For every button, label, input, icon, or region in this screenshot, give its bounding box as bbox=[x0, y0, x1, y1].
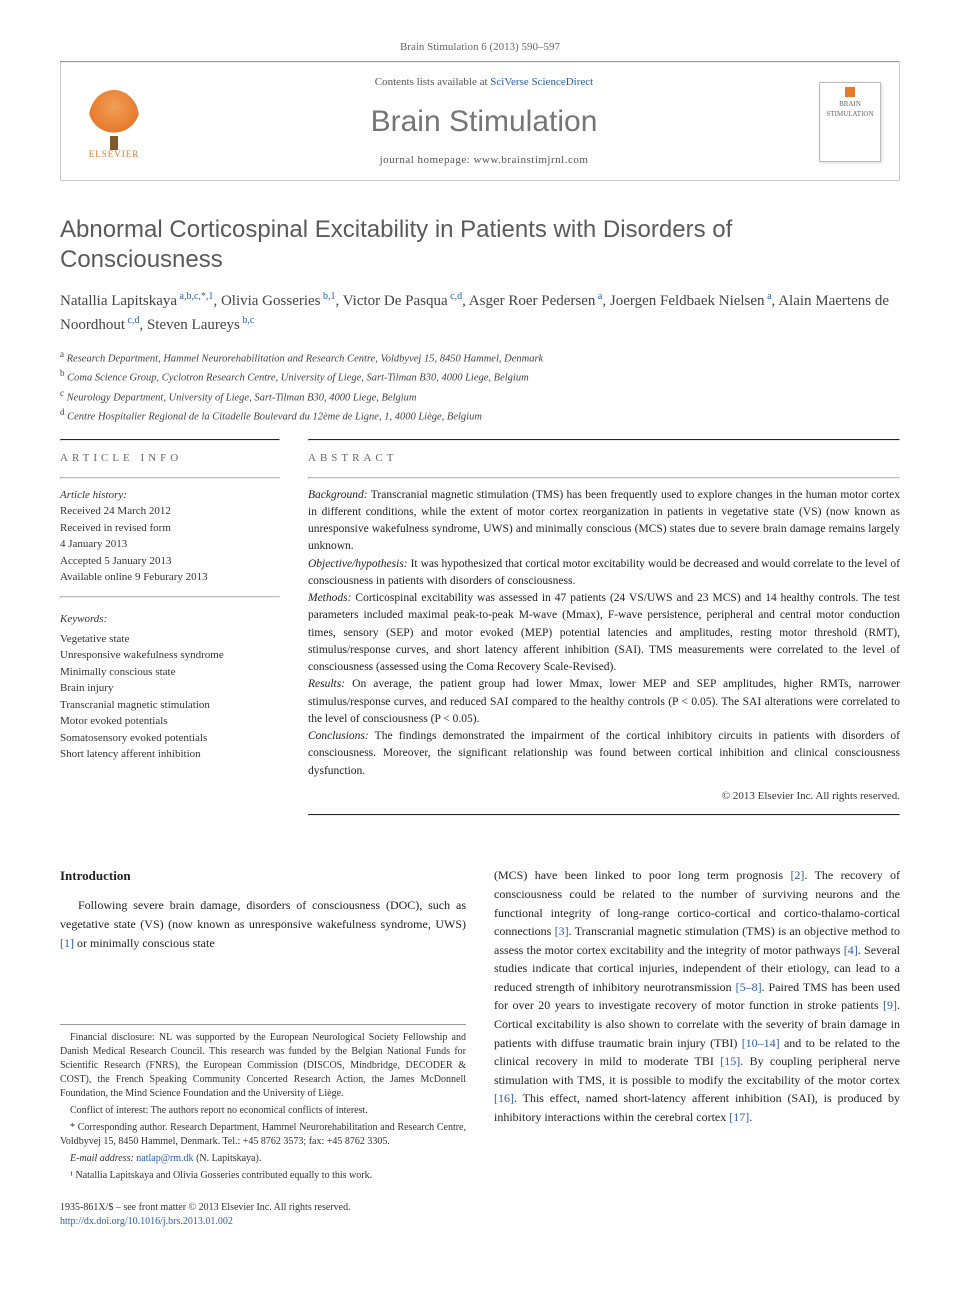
abstract-text: Background: Transcranial magnetic stimul… bbox=[308, 487, 900, 805]
history-line: Received 24 March 2012 bbox=[60, 503, 280, 520]
homepage-url[interactable]: www.brainstimjrnl.com bbox=[474, 154, 589, 166]
article-info-left: ARTICLE INFO Article history: Received 2… bbox=[60, 439, 280, 816]
keyword: Short latency afferent inhibition bbox=[60, 746, 280, 763]
header-center: Contents lists available at SciVerse Sci… bbox=[167, 75, 801, 168]
history-line: 4 January 2013 bbox=[60, 536, 280, 553]
abstract-head: ABSTRACT bbox=[308, 451, 900, 466]
ref-link[interactable]: [1] bbox=[60, 936, 74, 950]
history-label: Article history: bbox=[60, 487, 280, 504]
footnote-corresponding: * Corresponding author. Research Departm… bbox=[60, 1121, 466, 1149]
ref-link[interactable]: [10–14] bbox=[742, 1036, 780, 1050]
ref-link[interactable]: [3] bbox=[555, 924, 569, 938]
article-history: Article history: Received 24 March 2012R… bbox=[60, 487, 280, 586]
history-line: Available online 9 Feburary 2013 bbox=[60, 569, 280, 586]
citation: Brain Stimulation 6 (2013) 590–597 bbox=[60, 40, 900, 55]
affiliation: d Centre Hospitalier Regional de la Cita… bbox=[60, 406, 900, 425]
history-line: Received in revised form bbox=[60, 520, 280, 537]
email-link[interactable]: natlap@rm.dk bbox=[136, 1153, 193, 1164]
keyword: Transcranial magnetic stimulation bbox=[60, 697, 280, 714]
keywords-list: Vegetative stateUnresponsive wakefulness… bbox=[60, 631, 280, 763]
affiliation: c Neurology Department, University of Li… bbox=[60, 387, 900, 406]
article-info-row: ARTICLE INFO Article history: Received 2… bbox=[60, 439, 900, 816]
homepage-line: journal homepage: www.brainstimjrnl.com bbox=[167, 153, 801, 168]
ref-link[interactable]: [5–8] bbox=[736, 980, 762, 994]
ref-link[interactable]: [9] bbox=[883, 998, 897, 1012]
keyword: Motor evoked potentials bbox=[60, 713, 280, 730]
keywords-label: Keywords: bbox=[60, 612, 280, 627]
intro-para-col2: (MCS) have been linked to poor long term… bbox=[494, 866, 900, 1126]
cover-logo-icon bbox=[845, 87, 855, 97]
elsevier-tree-icon bbox=[89, 90, 139, 146]
sciencedirect-link[interactable]: SciVerse ScienceDirect bbox=[490, 76, 593, 88]
journal-header: ELSEVIER Contents lists available at Sci… bbox=[60, 63, 900, 181]
keyword: Brain injury bbox=[60, 680, 280, 697]
doi-line: http://dx.doi.org/10.1016/j.brs.2013.01.… bbox=[60, 1215, 466, 1229]
intro-para-1: Following severe brain damage, disorders… bbox=[60, 896, 466, 952]
copyright: © 2013 Elsevier Inc. All rights reserved… bbox=[308, 788, 900, 805]
ref-link[interactable]: [4] bbox=[844, 943, 858, 957]
footer-meta: 1935-861X/$ – see front matter © 2013 El… bbox=[60, 1201, 466, 1229]
author-list: Natallia Lapitskaya a,b,c,*,1, Olivia Go… bbox=[60, 289, 900, 336]
affiliation: b Coma Science Group, Cyclotron Research… bbox=[60, 367, 900, 386]
keyword: Somatosensory evoked potentials bbox=[60, 730, 280, 747]
page: Brain Stimulation 6 (2013) 590–597 ELSEV… bbox=[0, 0, 960, 1269]
intro-heading: Introduction bbox=[60, 866, 466, 886]
footnotes: Financial disclosure: NL was supported b… bbox=[60, 1024, 466, 1183]
ref-link[interactable]: [15] bbox=[720, 1054, 740, 1068]
elsevier-logo: ELSEVIER bbox=[79, 83, 149, 161]
ref-link[interactable]: [2] bbox=[790, 868, 804, 882]
footnote-email: E-mail address: natlap@rm.dk (N. Lapitsk… bbox=[60, 1152, 466, 1166]
contents-line: Contents lists available at SciVerse Sci… bbox=[167, 75, 801, 90]
affiliation-list: a Research Department, Hammel Neurorehab… bbox=[60, 348, 900, 425]
keyword: Unresponsive wakefulness syndrome bbox=[60, 647, 280, 664]
keyword: Minimally conscious state bbox=[60, 664, 280, 681]
article-info-head: ARTICLE INFO bbox=[60, 451, 280, 466]
keyword: Vegetative state bbox=[60, 631, 280, 648]
history-line: Accepted 5 January 2013 bbox=[60, 553, 280, 570]
article-title: Abnormal Corticospinal Excitability in P… bbox=[60, 215, 900, 275]
footnote-conflict: Conflict of interest: The authors report… bbox=[60, 1104, 466, 1118]
doi-link[interactable]: 10.1016/j.brs.2013.01.002 bbox=[128, 1216, 233, 1227]
ref-link[interactable]: [16] bbox=[494, 1091, 514, 1105]
issn-line: 1935-861X/$ – see front matter © 2013 El… bbox=[60, 1201, 466, 1215]
affiliation: a Research Department, Hammel Neurorehab… bbox=[60, 348, 900, 367]
footnote-equal: ¹ Natallia Lapitskaya and Olivia Gosseri… bbox=[60, 1169, 466, 1183]
abstract-col: ABSTRACT Background: Transcranial magnet… bbox=[308, 439, 900, 816]
journal-name: Brain Stimulation bbox=[167, 101, 801, 143]
body-text: Introduction Following severe brain dama… bbox=[60, 866, 900, 1229]
ref-link[interactable]: [17] bbox=[729, 1110, 749, 1124]
footnote-financial: Financial disclosure: NL was supported b… bbox=[60, 1031, 466, 1101]
journal-cover-thumb: BRAIN STIMULATION bbox=[819, 82, 881, 162]
